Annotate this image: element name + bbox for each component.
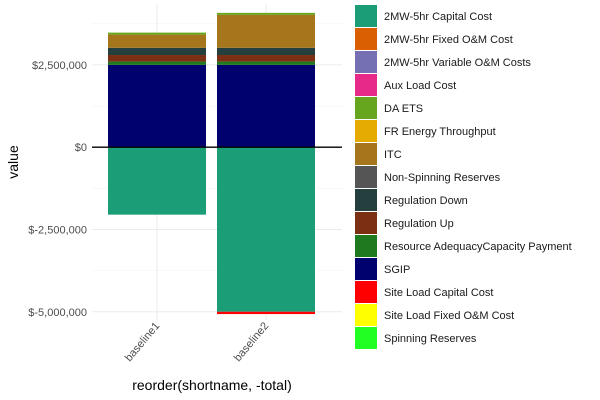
- bar-segment: [108, 64, 206, 148]
- legend-swatch: [355, 189, 377, 211]
- legend-label: Regulation Up: [384, 218, 454, 230]
- bar-segment: [108, 34, 206, 48]
- legend-label: DA ETS: [384, 103, 423, 115]
- bars: [108, 12, 315, 315]
- y-tick-label: $-2,500,000: [28, 224, 87, 236]
- legend-label: SGIP: [384, 264, 410, 276]
- x-axis: baseline1 baseline2: [123, 320, 271, 364]
- legend-swatch: [355, 304, 377, 326]
- legend-swatch: [355, 97, 377, 119]
- legend-swatch: [355, 5, 377, 27]
- bar-segment: [217, 14, 315, 48]
- legend-swatch: [355, 143, 377, 165]
- x-axis-title: reorder(shortname, -total): [132, 377, 292, 393]
- legend-label: Spinning Reserves: [384, 333, 477, 345]
- legend-swatch: [355, 281, 377, 303]
- legend-label: Aux Load Cost: [384, 80, 456, 92]
- bar-segment: [217, 61, 315, 65]
- legend-label: Regulation Down: [384, 195, 468, 207]
- y-tick-label: $2,500,000: [32, 60, 87, 72]
- bar-segment: [217, 64, 315, 148]
- legend-label: 2MW-5hr Capital Cost: [384, 11, 492, 23]
- legend-swatch: [355, 28, 377, 50]
- legend-label: ITC: [384, 149, 402, 161]
- y-axis: $2,500,000 $0 $-2,500,000 $-5,000,000: [28, 60, 87, 319]
- legend-label: Non-Spinning Reserves: [384, 172, 501, 184]
- legend-swatch: [355, 51, 377, 73]
- legend-label: Site Load Fixed O&M Cost: [384, 310, 514, 322]
- x-tick-label: baseline1: [123, 320, 162, 364]
- legend-label: 2MW-5hr Variable O&M Costs: [384, 57, 531, 69]
- legend-label: Site Load Capital Cost: [384, 287, 493, 299]
- bar-segment: [108, 55, 206, 62]
- legend-swatch: [355, 166, 377, 188]
- legend-label: FR Energy Throughput: [384, 126, 496, 138]
- bar-segment: [108, 147, 206, 215]
- bar-segment: [217, 12, 315, 15]
- bar-segment: [108, 61, 206, 65]
- bar-segment: [108, 32, 206, 35]
- legend-swatch: [355, 120, 377, 142]
- bar-segment: [217, 55, 315, 62]
- x-tick-label: baseline2: [232, 320, 271, 364]
- legend-label: Resource AdequacyCapacity Payment: [384, 241, 572, 253]
- legend-swatch: [355, 258, 377, 280]
- bar-segment: [217, 47, 315, 56]
- y-tick-label: $0: [75, 142, 87, 154]
- bar-segment: [108, 47, 206, 56]
- legend: 2MW-5hr Capital Cost 2MW-5hr Fixed O&M Co…: [355, 5, 572, 349]
- bar-segment: [217, 311, 315, 315]
- legend-label: 2MW-5hr Fixed O&M Cost: [384, 34, 513, 46]
- legend-swatch: [355, 327, 377, 349]
- legend-swatch: [355, 212, 377, 234]
- bar-segment: [217, 147, 315, 312]
- y-tick-label: $-5,000,000: [28, 307, 87, 319]
- y-axis-title: value: [5, 145, 21, 179]
- legend-swatch: [355, 235, 377, 257]
- legend-swatch: [355, 74, 377, 96]
